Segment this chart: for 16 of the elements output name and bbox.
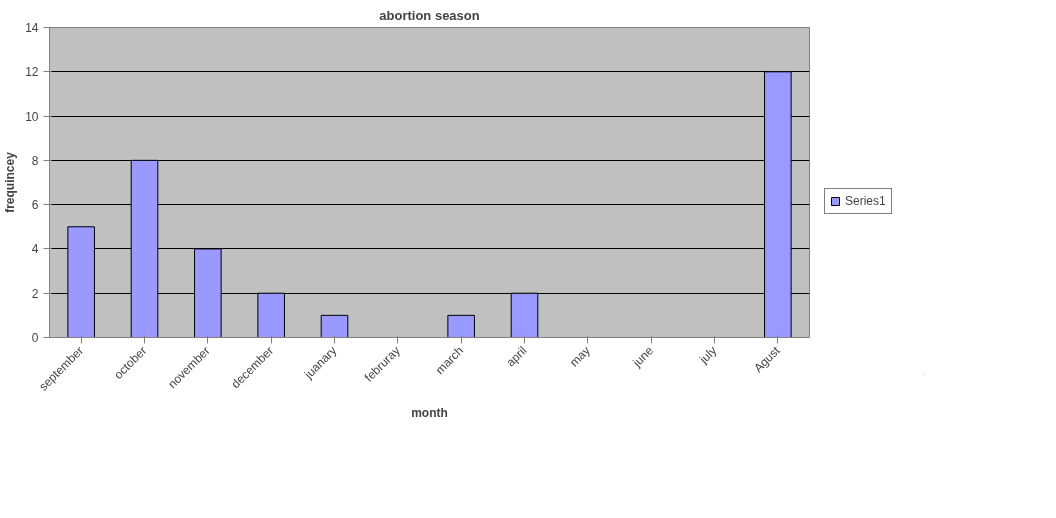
bar bbox=[320, 314, 349, 338]
x-tick-label: july bbox=[696, 343, 720, 367]
y-tick-label: 6 bbox=[31, 198, 39, 213]
y-axis-title: frequincey bbox=[3, 151, 18, 213]
bar bbox=[447, 314, 475, 338]
y-tick-label: 14 bbox=[25, 21, 39, 35]
y-tick-label: 2 bbox=[31, 286, 39, 301]
y-tick-label: 0 bbox=[31, 331, 39, 345]
chart-title: abortion season bbox=[379, 7, 480, 23]
y-tick-label: 4 bbox=[31, 242, 39, 257]
x-tick-label: may bbox=[566, 343, 593, 370]
y-tick-label: 8 bbox=[31, 153, 39, 168]
y-tick-label: 12 bbox=[25, 65, 39, 80]
x-axis-title: month bbox=[411, 406, 448, 421]
legend-label: Series1 bbox=[845, 193, 886, 208]
y-tick-label: 10 bbox=[25, 109, 39, 124]
